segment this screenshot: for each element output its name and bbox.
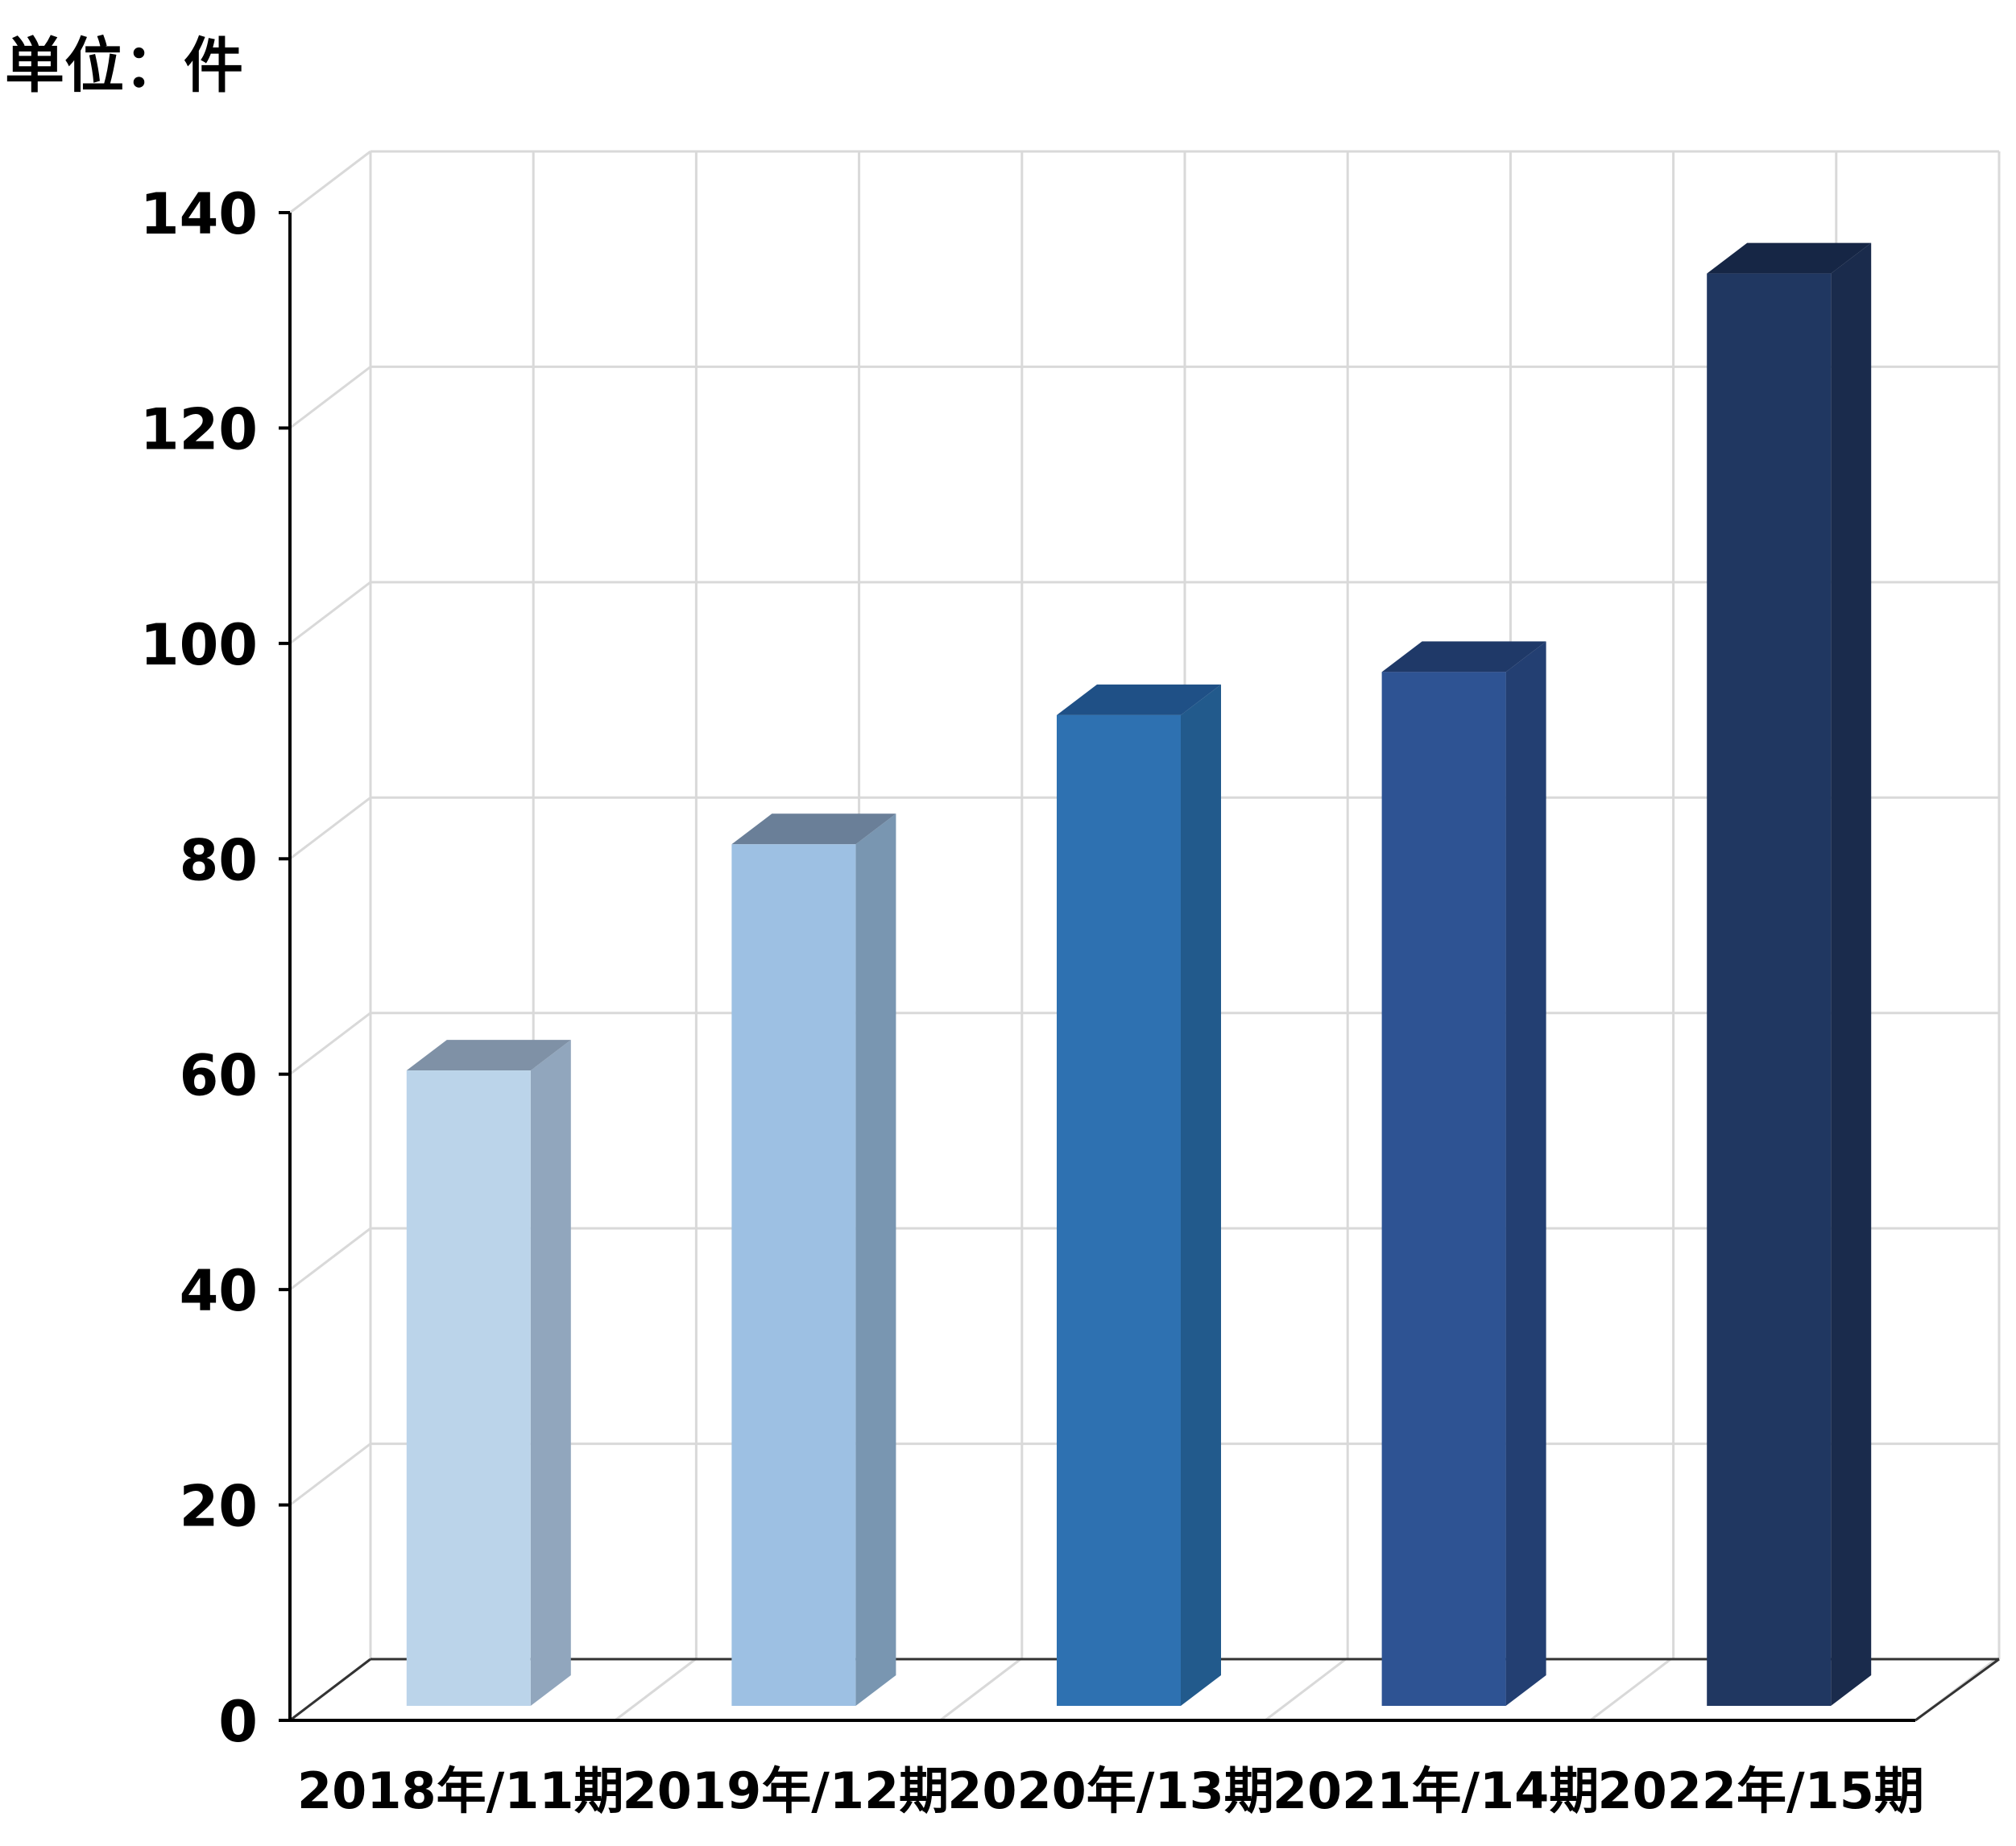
y-tick-label: 20 [180,1474,258,1540]
gridline-floor [1264,1658,1347,1722]
bar-front-face [406,1070,531,1706]
x-tick-label: 2019年/12期 [623,1761,949,1820]
y-tick-label: 40 [180,1258,258,1324]
bar-side-face [1505,641,1546,1707]
bar-side-face [530,1040,571,1706]
floor-left-edge [289,1658,371,1722]
gridline-side [289,1442,371,1506]
gridline-side [289,366,371,429]
x-tick-label: 2020年/13期 [947,1761,1273,1820]
floor-right-edge [1915,1658,2000,1722]
bar-top-face [1057,684,1221,715]
y-tick-label: 60 [180,1043,258,1109]
bar-front-face [1707,273,1832,1707]
bar-front-face [1057,714,1181,1706]
unit-label: 単位：件 [5,31,243,101]
bar-side-face [855,813,896,1707]
x-tick-label: 2022年/15期 [1597,1761,1923,1820]
gridline-floor [614,1658,697,1722]
y-tick-label: 80 [180,827,258,893]
bar-front-face [731,844,856,1706]
gridline-side [289,797,371,860]
y-tick-label: 0 [218,1689,258,1755]
bar [1381,641,1546,1707]
gridline-floor [1589,1658,1672,1722]
bar-side-face [1831,242,1872,1707]
gridline-side [289,1227,371,1291]
gridline-floor [939,1658,1022,1722]
gridline-side [289,1012,371,1075]
x-tick-labels: 2018年/11期2019年/12期2020年/13期2021年/14期2022… [297,1761,1924,1820]
bar-side-face [1181,684,1221,1706]
bar [1057,684,1221,1706]
bars [406,242,1872,1707]
x-tick-label: 2018年/11期 [297,1761,623,1820]
bar-top-face [406,1040,571,1071]
y-tick-label: 140 [140,181,258,247]
bar-top-face [731,813,896,845]
bar-top-face [1381,641,1546,673]
bar-front-face [1381,672,1506,1707]
bar [1707,242,1872,1707]
bar-top-face [1707,242,1872,274]
gridline-side [289,581,371,645]
bar [731,813,896,1707]
y-tick-labels: 0 20 40 60 80 100 120 140 [140,181,258,1755]
gridline-side [289,150,371,214]
y-tick-label: 100 [140,612,258,678]
y-tick-label: 120 [140,396,258,462]
bar [406,1040,571,1706]
x-tick-label: 2021年/14期 [1273,1761,1599,1820]
